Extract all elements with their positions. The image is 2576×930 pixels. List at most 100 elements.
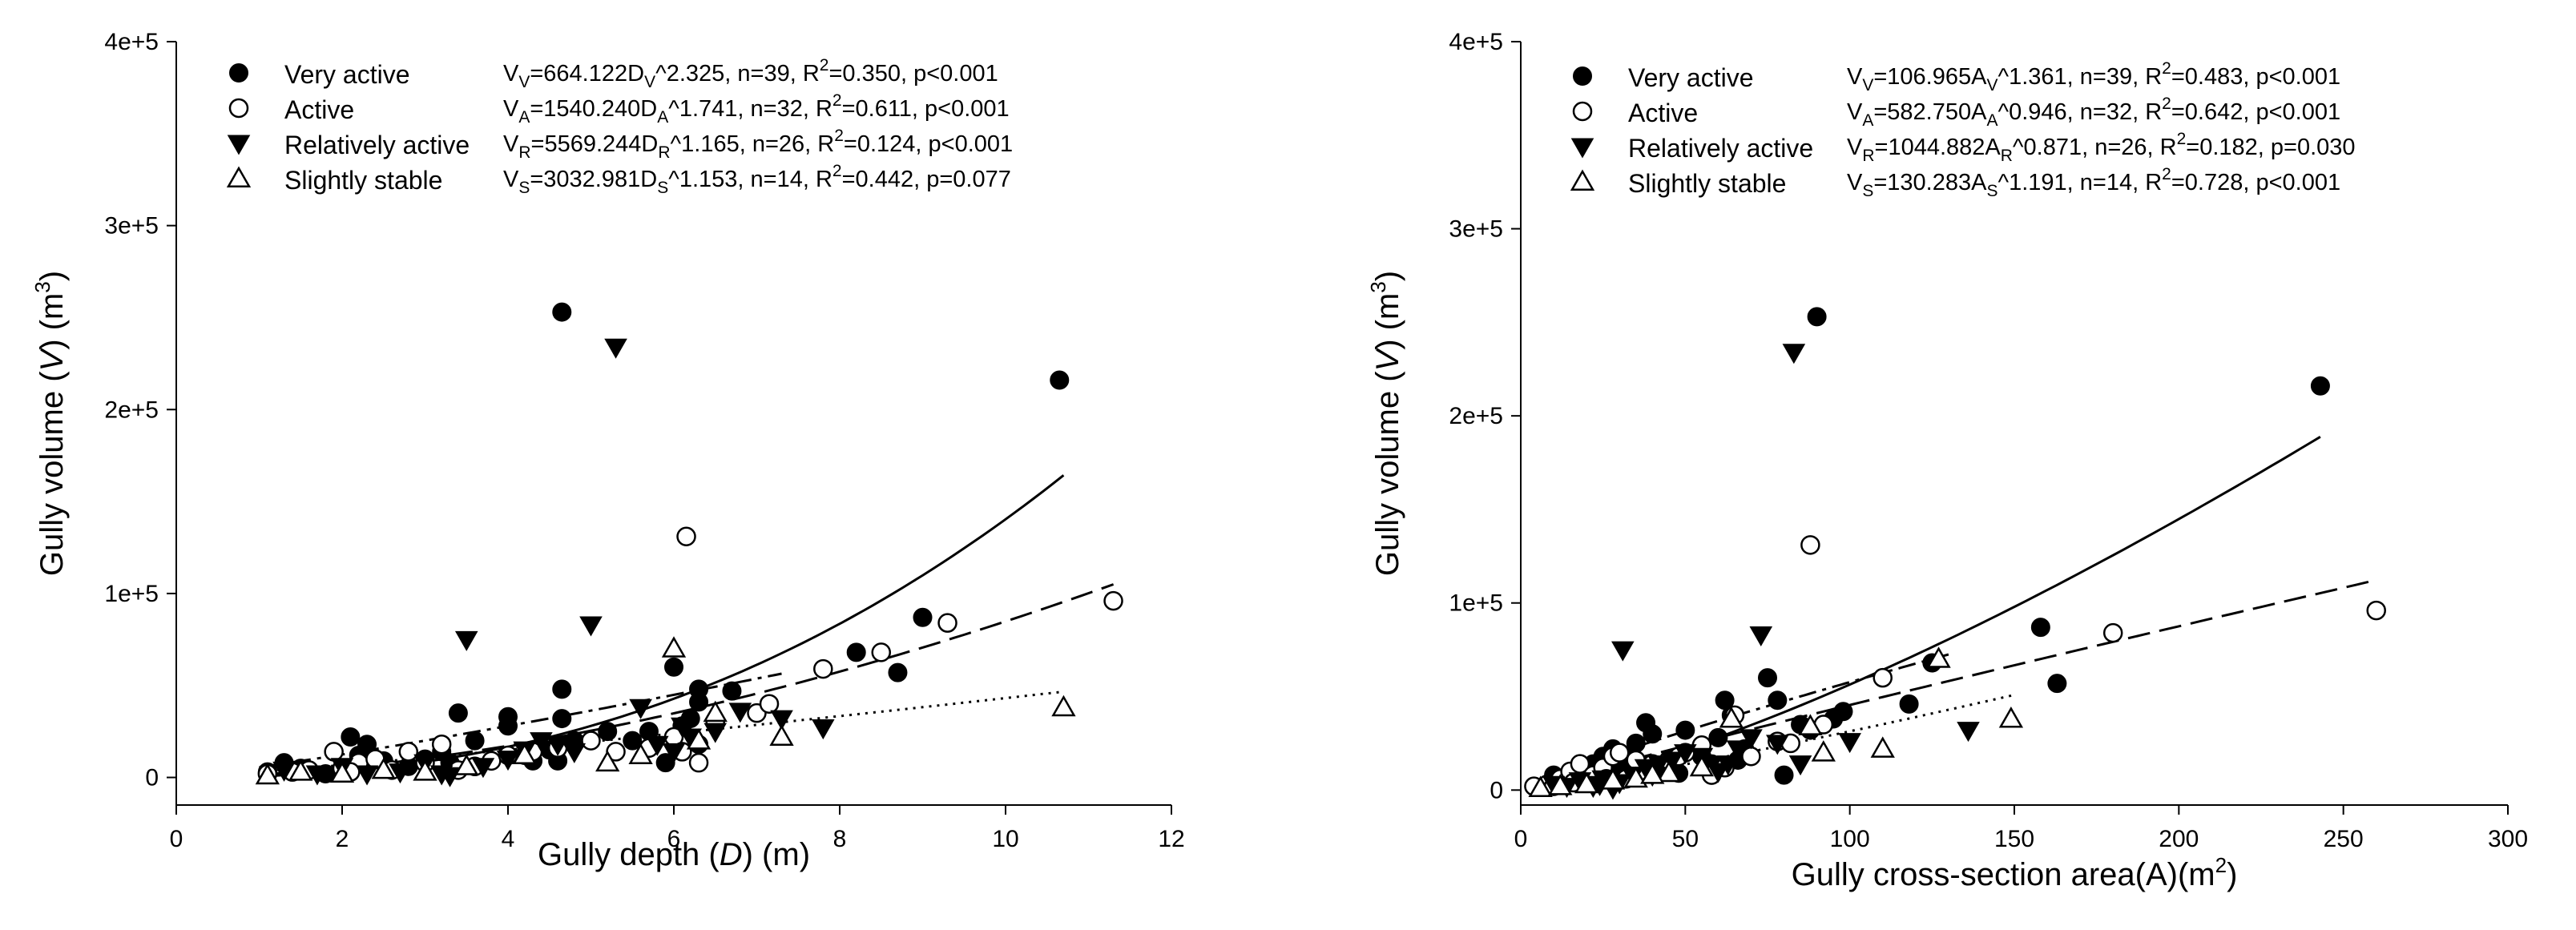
x-tick-label: 8 — [833, 826, 847, 852]
data-point — [471, 758, 495, 779]
data-point — [581, 731, 601, 751]
data-point — [689, 679, 709, 699]
data-point — [1708, 727, 1728, 747]
data-point — [813, 658, 833, 679]
equation-label: VV=664.122DV^2.325, n=39, R2=0.350, p<0.… — [503, 56, 998, 91]
series-very-active — [1537, 307, 2330, 796]
data-point — [1768, 690, 1788, 711]
y-axis-title: Gully volume (V) (m3) — [30, 271, 70, 576]
data-point — [1998, 707, 2024, 728]
data-point — [305, 765, 329, 786]
data-point — [389, 763, 412, 784]
y-tick-label: 3e+5 — [104, 213, 159, 240]
legend-marker — [1570, 169, 1595, 191]
x-tick-label: 300 — [2488, 826, 2528, 852]
legend-label: Relatively active — [1628, 134, 1813, 163]
data-point — [1798, 714, 1823, 735]
data-point — [1957, 722, 1980, 743]
data-point — [1726, 740, 1750, 761]
legend-label: Very active — [1628, 63, 1754, 92]
data-point — [1899, 694, 1919, 714]
data-point — [846, 642, 866, 662]
data-point — [413, 759, 437, 781]
data-point — [1574, 771, 1599, 794]
data-point — [628, 743, 653, 764]
data-point — [357, 735, 377, 755]
data-point — [454, 754, 479, 775]
data-point — [1766, 735, 1789, 755]
data-point — [552, 709, 572, 729]
data-point — [1656, 760, 1681, 783]
data-point — [272, 761, 296, 782]
data-point — [812, 719, 835, 740]
data-point — [2310, 376, 2330, 396]
data-point — [1833, 702, 1853, 722]
x-tick-label: 0 — [170, 826, 183, 852]
data-point — [1660, 751, 1684, 772]
data-point — [448, 703, 468, 723]
chart-right-area: 0 50 100 150 200 250 300 0 1e+5 2e+5 3e+5 4e+5 Gully… — [1366, 29, 2528, 892]
data-point — [2047, 674, 2067, 694]
series-slightly-stable — [255, 636, 1076, 785]
data-point — [454, 630, 478, 651]
series-relatively-active — [1542, 344, 1980, 800]
data-point — [1811, 740, 1836, 762]
data-point — [1741, 747, 1761, 767]
data-point — [255, 763, 280, 785]
data-point — [1051, 694, 1076, 717]
legend-marker — [228, 98, 249, 119]
series-slightly-stable — [1528, 646, 2024, 797]
data-point — [604, 338, 627, 359]
x-tick-label: 150 — [1994, 826, 2034, 852]
data-point — [1788, 755, 1812, 776]
data-point — [913, 607, 933, 627]
y-tick-label: 2e+5 — [1449, 403, 1503, 429]
data-point — [686, 728, 712, 750]
data-point — [629, 699, 652, 719]
series-very-active — [257, 302, 1070, 783]
data-point — [1675, 720, 1695, 740]
chart-left-depth: 0 2 4 6 8 10 12 0 1e+5 2e+5 3e+5 4e+5 Gully depth (D… — [30, 29, 1185, 872]
legend-marker — [229, 63, 248, 83]
data-point — [1640, 763, 1665, 784]
data-point — [371, 757, 396, 779]
data-point — [1740, 729, 1763, 750]
data-point — [512, 743, 537, 764]
y-axis-title: Gully volume (V) (m3) — [1366, 271, 1405, 576]
legend-label: Slightly stable — [1628, 169, 1786, 198]
data-point — [496, 751, 520, 771]
data-point — [888, 662, 908, 682]
x-tick-label: 200 — [2159, 826, 2199, 852]
fit-curve-slightly-stable — [259, 690, 1064, 774]
legend-label: Relatively active — [284, 131, 470, 159]
x-axis-title: Gully cross-section area(A)(m2) — [1792, 853, 2238, 892]
data-point — [662, 743, 686, 763]
data-point — [2030, 618, 2050, 638]
data-point — [623, 731, 643, 751]
y-tick-label: 1e+5 — [1449, 590, 1503, 617]
data-point — [579, 616, 603, 637]
data-point — [1716, 755, 1740, 776]
data-point — [722, 681, 742, 701]
x-tick-label: 12 — [1158, 826, 1184, 852]
data-point — [1838, 733, 1861, 754]
y-tick-label: 4e+5 — [104, 29, 159, 55]
y-tick-label: 0 — [1490, 777, 1503, 803]
data-point — [595, 750, 620, 772]
data-point — [1103, 590, 1123, 611]
data-point — [1774, 765, 1794, 785]
data-point — [646, 735, 669, 756]
data-point — [1528, 775, 1553, 797]
data-point — [398, 742, 419, 762]
data-point — [937, 613, 957, 633]
x-tick-label: 0 — [1514, 826, 1528, 852]
data-point — [1873, 667, 1893, 688]
legend-label: Active — [284, 95, 354, 124]
data-point — [2366, 600, 2386, 621]
data-point — [1643, 724, 1663, 744]
equation-label: VR=1044.882AR^0.871, n=26, R2=0.182, p=0… — [1847, 130, 2356, 165]
data-point — [498, 716, 518, 736]
x-tick-label: 4 — [502, 826, 515, 852]
y-tick-label: 1e+5 — [104, 581, 159, 607]
